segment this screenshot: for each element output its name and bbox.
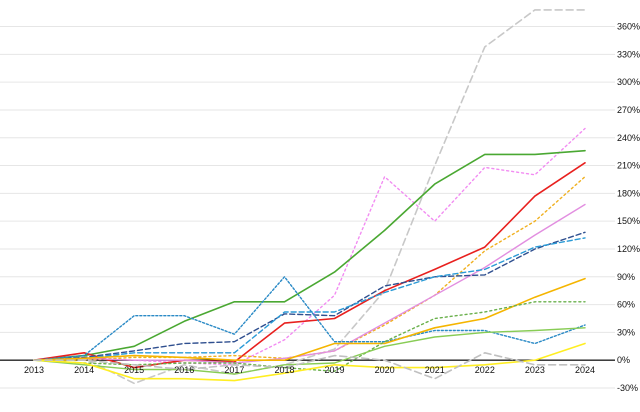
y-tick-label: 30%: [617, 327, 635, 337]
x-axis-tick-labels: 2013 2014 2015 2016 2017 2018 2019 2020 2021 2022…: [24, 365, 595, 375]
y-tick-label: -30%: [617, 383, 638, 393]
x-tick-label: 2013: [24, 365, 44, 375]
y-tick-label: 210%: [617, 161, 640, 171]
y-tick-label: 120%: [617, 244, 640, 254]
x-tick-label: 2023: [525, 365, 545, 375]
y-tick-label: 270%: [617, 105, 640, 115]
series-line-13: [33, 342, 586, 382]
y-tick-label: 180%: [617, 188, 640, 198]
x-tick-label: 2019: [325, 365, 345, 375]
series-line-14: [33, 351, 586, 380]
series-line-1: [33, 9, 586, 385]
y-tick-label: 300%: [617, 77, 640, 87]
y-tick-label: 150%: [617, 216, 640, 226]
x-tick-label: 2020: [375, 365, 395, 375]
series-line-8: [33, 237, 586, 361]
x-tick-label: 2018: [274, 365, 294, 375]
series-line-10: [33, 277, 586, 362]
series-line-7: [33, 231, 586, 361]
series-lines: [33, 9, 586, 385]
y-tick-label: 0%: [617, 355, 630, 365]
series-line-6: [33, 203, 586, 364]
x-tick-label: 2024: [575, 365, 595, 375]
y-tick-label: 360%: [617, 22, 640, 32]
series-line-3: [33, 149, 586, 362]
y-tick-label: 60%: [617, 300, 635, 310]
series-line-12: [33, 327, 586, 375]
y-tick-label: 330%: [617, 49, 640, 59]
y-axis-tick-labels: -30% 0% 30% 60% 90% 120% 150% 180% 210% 240% 270% 3…: [617, 22, 640, 393]
y-tick-label: 90%: [617, 272, 635, 282]
x-tick-label: 2022: [475, 365, 495, 375]
x-tick-label: 2014: [74, 365, 94, 375]
grid-lines: [0, 26, 615, 389]
x-tick-label: 2021: [425, 365, 445, 375]
x-tick-label: 2017: [224, 365, 244, 375]
series-line-9: [33, 276, 586, 361]
y-tick-label: 240%: [617, 133, 640, 143]
x-tick-label: 2015: [124, 365, 144, 375]
x-tick-label: 2016: [174, 365, 194, 375]
